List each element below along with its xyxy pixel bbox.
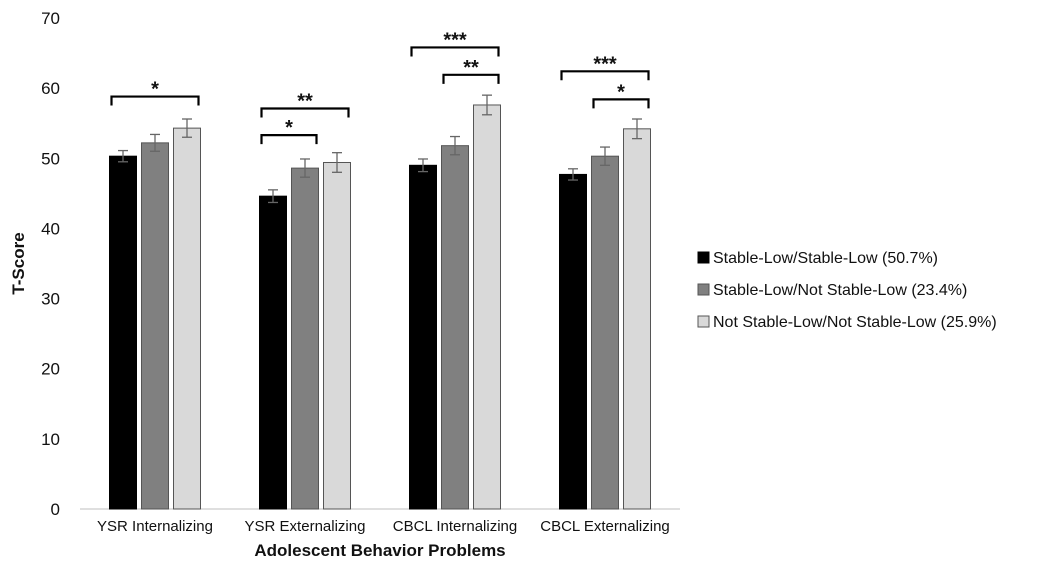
y-axis-ticks: 0 10 20 30 40 50 60 70 bbox=[41, 9, 60, 519]
error-bar bbox=[150, 133, 160, 152]
y-tick-label: 40 bbox=[41, 219, 60, 238]
significance-bracket: *** bbox=[560, 53, 650, 81]
legend-item: Stable-Low/Stable-Low (50.7%) bbox=[697, 250, 938, 267]
bar bbox=[291, 167, 319, 510]
legend: Stable-Low/Stable-Low (50.7%) Stable-Low/… bbox=[697, 250, 997, 331]
error-bar bbox=[268, 189, 278, 204]
error-bar bbox=[118, 149, 128, 163]
legend-item: Not Stable-Low/Not Stable-Low (25.9%) bbox=[697, 314, 997, 331]
y-tick-label: 50 bbox=[41, 149, 60, 168]
error-bar bbox=[332, 152, 342, 173]
bar bbox=[623, 128, 651, 510]
legend-swatch bbox=[697, 283, 710, 296]
bar bbox=[259, 195, 287, 510]
x-tick-label: CBCL Externalizing bbox=[540, 518, 670, 535]
significance-brackets: ********* **** bbox=[110, 29, 650, 145]
significance-label: *** bbox=[443, 29, 467, 51]
bars bbox=[109, 104, 651, 510]
significance-bracket: ** bbox=[260, 90, 350, 118]
bar bbox=[173, 127, 201, 510]
significance-label: * bbox=[151, 79, 159, 101]
bar bbox=[591, 155, 619, 510]
bar bbox=[141, 142, 169, 510]
x-tick-label: YSR Externalizing bbox=[245, 518, 366, 535]
significance-bracket: * bbox=[260, 117, 318, 145]
legend-label: Not Stable-Low/Not Stable-Low (25.9%) bbox=[713, 314, 997, 331]
legend-label: Stable-Low/Stable-Low (50.7%) bbox=[713, 250, 938, 267]
error-bar bbox=[418, 158, 428, 173]
y-tick-label: 0 bbox=[51, 500, 60, 519]
significance-label: ** bbox=[463, 57, 479, 79]
significance-label: ** bbox=[297, 90, 313, 112]
y-tick-label: 60 bbox=[41, 79, 60, 98]
significance-label: * bbox=[617, 81, 625, 103]
bar bbox=[409, 164, 437, 510]
legend-swatch bbox=[697, 251, 710, 264]
error-bar bbox=[482, 94, 492, 116]
bar bbox=[559, 173, 587, 510]
x-axis-title: Adolescent Behavior Problems bbox=[254, 541, 505, 560]
y-tick-label: 20 bbox=[41, 360, 60, 379]
y-tick-label: 70 bbox=[41, 9, 60, 28]
bar bbox=[323, 161, 351, 510]
significance-bracket: *** bbox=[410, 29, 500, 57]
error-bar bbox=[568, 168, 578, 181]
significance-bracket: ** bbox=[442, 57, 500, 84]
error-bar bbox=[450, 135, 460, 156]
bar bbox=[441, 145, 469, 510]
significance-label: *** bbox=[593, 53, 617, 75]
error-bar bbox=[182, 118, 192, 138]
x-axis-categories: YSR Internalizing YSR Externalizing CBCL I… bbox=[97, 518, 670, 535]
bar bbox=[109, 155, 137, 510]
legend-label: Stable-Low/Not Stable-Low (23.4%) bbox=[713, 282, 967, 299]
error-bar bbox=[300, 158, 310, 178]
x-tick-label: CBCL Internalizing bbox=[393, 518, 518, 535]
y-tick-label: 30 bbox=[41, 290, 60, 309]
significance-label: * bbox=[285, 117, 293, 139]
x-tick-label: YSR Internalizing bbox=[97, 518, 213, 535]
y-tick-label: 10 bbox=[41, 430, 60, 449]
error-bars bbox=[118, 94, 642, 204]
bar bbox=[473, 104, 501, 510]
significance-bracket: * bbox=[592, 81, 650, 109]
legend-item: Stable-Low/Not Stable-Low (23.4%) bbox=[697, 282, 967, 299]
error-bar bbox=[600, 146, 610, 166]
y-axis-title: T-Score bbox=[9, 232, 28, 294]
legend-swatch bbox=[697, 315, 710, 328]
error-bar bbox=[632, 118, 642, 140]
significance-bracket: * bbox=[110, 79, 200, 106]
